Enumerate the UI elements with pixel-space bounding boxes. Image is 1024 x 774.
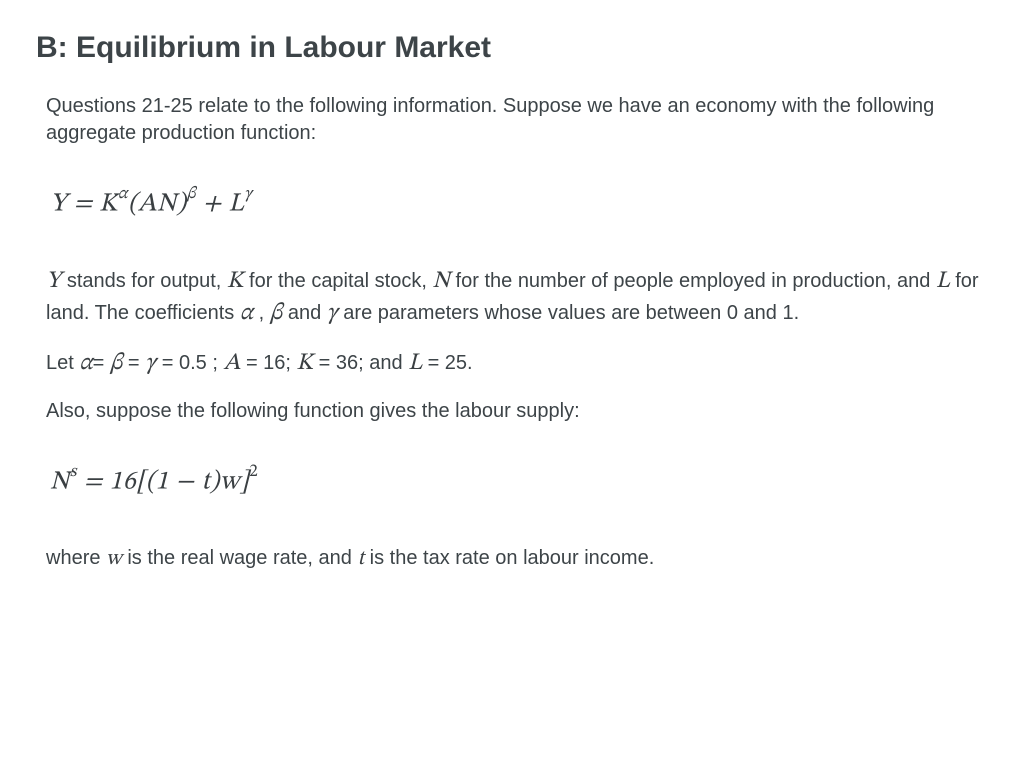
let-aval: = 16; [240,352,296,374]
def-p2: for the capital stock, [244,270,433,292]
eq1-AN: (AN) [128,191,187,217]
eq1-plus: + [203,191,229,217]
var-t: t [357,548,364,569]
where-mid: is the real wage rate, and [127,547,357,569]
eq1-Y: Y [50,191,67,217]
eq2-body: 16[(1 − t)w] [109,469,249,495]
let-pre: Let [46,352,79,374]
let-bc: = [122,352,145,374]
eq2-equals: = [84,469,110,495]
def-p6: are parameters whose values are between … [338,302,799,324]
var-w: w [106,548,122,569]
var-alpha2: α [79,351,92,375]
intro-text: Questions 21-25 relate to the following … [46,93,988,147]
where-pre: where [46,547,106,569]
where-post: is the tax rate on labour income. [370,547,655,569]
eq1-alpha: α [118,186,128,203]
let-val1: = 0.5 ; [156,352,223,374]
eq1-L: L [228,191,244,217]
def-p1: stands for output, [61,270,227,292]
eq2-N: N [50,469,70,495]
def-p3: for the number of people employed in pro… [450,270,936,292]
var-alpha: α [240,301,253,325]
where-line: where w is the real wage rate, and t is … [46,545,988,573]
content-block: Questions 21-25 relate to the following … [36,93,988,573]
definition-paragraph: Y stands for output, K for the capital s… [46,266,988,330]
var-K: K [227,269,244,293]
let-lval: = 25. [422,352,473,374]
var-gamma: γ [327,301,338,325]
eq1-beta: β [187,186,196,203]
equation-production: Y = Kα(AN)β + Lγ [50,187,988,223]
var-N: N [432,269,450,293]
labour-supply-intro: Also, suppose the following function giv… [46,398,988,425]
let-kval: = 36; and [313,352,408,374]
var-beta: β [270,301,283,325]
var-A: A [223,351,240,375]
var-beta2: β [110,351,123,375]
parameter-values-line: Let α= β = γ = 0.5 ; A = 16; K = 36; and… [46,348,988,380]
section-title: B: Equilibrium in Labour Market [36,28,988,69]
eq2-s: s [70,464,77,481]
var-L: L [936,269,950,293]
eq2-exp: 2 [249,464,258,481]
var-K2: K [297,351,314,375]
eq1-gamma: γ [244,186,252,203]
eq1-equals: = [73,191,99,217]
def-comma: , [253,302,270,324]
eq1-K: K [99,191,118,217]
var-L2: L [408,351,422,375]
let-ab: = [93,352,110,374]
equation-labour-supply: Ns = 16[(1 − t)w]2 [50,465,988,501]
var-gamma2: γ [145,351,156,375]
def-p5: and [282,302,326,324]
var-Y: Y [46,269,61,293]
